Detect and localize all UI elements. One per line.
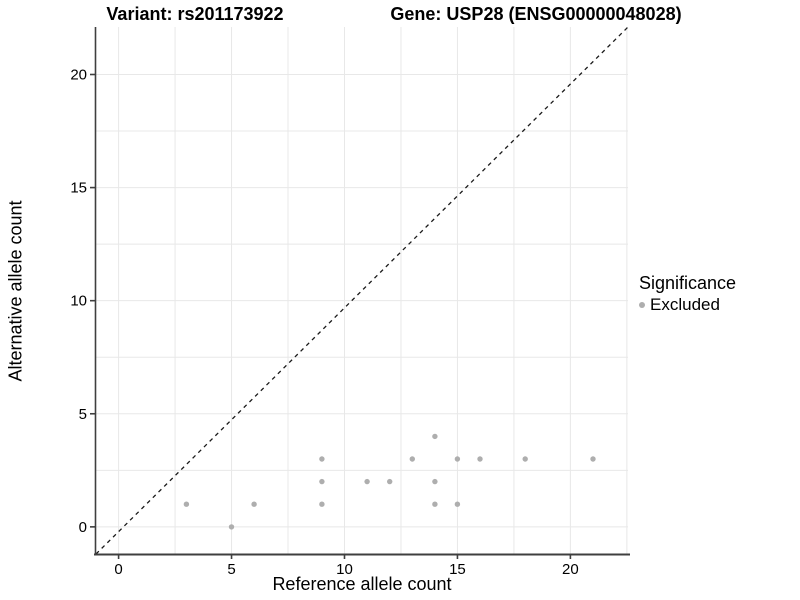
x-tick-label: 20 — [562, 561, 579, 578]
y-tick-label: 15 — [70, 180, 87, 197]
axis-ticks — [90, 73, 572, 559]
axis-lines — [94, 27, 630, 556]
x-axis-title: Reference allele count — [272, 574, 452, 594]
y-tick-label: 0 — [79, 519, 87, 536]
data-point — [477, 456, 483, 462]
y-tick-label: 10 — [70, 293, 87, 310]
x-tick-label: 5 — [227, 561, 235, 578]
excluded-point-swatch-icon — [639, 301, 645, 308]
y-axis-title: Alternative allele count — [5, 200, 26, 382]
data-point — [454, 501, 461, 507]
data-point — [183, 501, 190, 507]
data-point — [432, 433, 438, 440]
x-tick-label: 15 — [449, 561, 466, 578]
data-point — [364, 478, 370, 485]
data-points — [183, 433, 596, 530]
data-point — [228, 524, 235, 530]
x-tick-label: 10 — [336, 561, 353, 578]
x-tick-label: 0 — [114, 561, 122, 578]
data-point — [387, 478, 393, 485]
data-point — [319, 478, 325, 485]
axis-tick-labels: 0 5 10 15 20 0 5 10 15 20 — [70, 66, 578, 578]
data-point — [409, 456, 415, 462]
data-point — [432, 501, 438, 507]
gridlines — [96, 27, 628, 554]
data-point — [319, 501, 325, 507]
legend: Significance Excluded — [639, 273, 736, 314]
data-point — [251, 501, 257, 507]
gene-title: Gene: USP28 (ENSG00000048028) — [390, 4, 682, 24]
y-tick-label: 5 — [79, 406, 87, 423]
legend-item-label: Excluded — [650, 295, 720, 314]
data-point — [319, 456, 325, 462]
variant-title: Variant: rs201173922 — [106, 4, 284, 24]
legend-title: Significance — [639, 273, 737, 293]
data-point — [522, 456, 528, 462]
data-point — [590, 456, 596, 462]
data-point — [432, 478, 438, 485]
y-tick-label: 20 — [70, 66, 87, 83]
data-point — [454, 456, 461, 462]
identity-dashed-line — [95, 26, 629, 555]
legend-item-excluded: Excluded — [639, 295, 736, 314]
identity-line — [95, 26, 629, 555]
